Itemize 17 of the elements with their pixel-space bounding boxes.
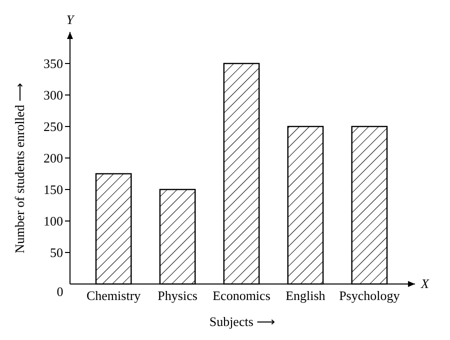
x-tick-label: Chemistry — [86, 288, 142, 303]
y-tick-label: 100 — [44, 214, 63, 229]
y-tick-label: 150 — [44, 182, 63, 198]
x-tick-label: Economics — [212, 288, 270, 303]
text: Y — [66, 12, 76, 27]
y-tick-label: 350 — [44, 56, 63, 72]
y-tick-label: 250 — [44, 119, 63, 134]
x-tick-label: Psychology — [339, 288, 400, 303]
y-tick-label: 50 — [50, 245, 63, 260]
x-tick-label: English — [286, 288, 326, 303]
y-tick-label: 0 — [56, 284, 64, 299]
x-tick-label: Physics — [158, 288, 198, 303]
y-tick-label: 200 — [44, 150, 63, 166]
x-axis-title: Subjects ⟶ — [209, 314, 276, 329]
text: X — [420, 276, 430, 291]
y-axis-title: Number of students enrolled ⟶ — [12, 82, 27, 254]
y-tick-label: 300 — [44, 88, 63, 103]
